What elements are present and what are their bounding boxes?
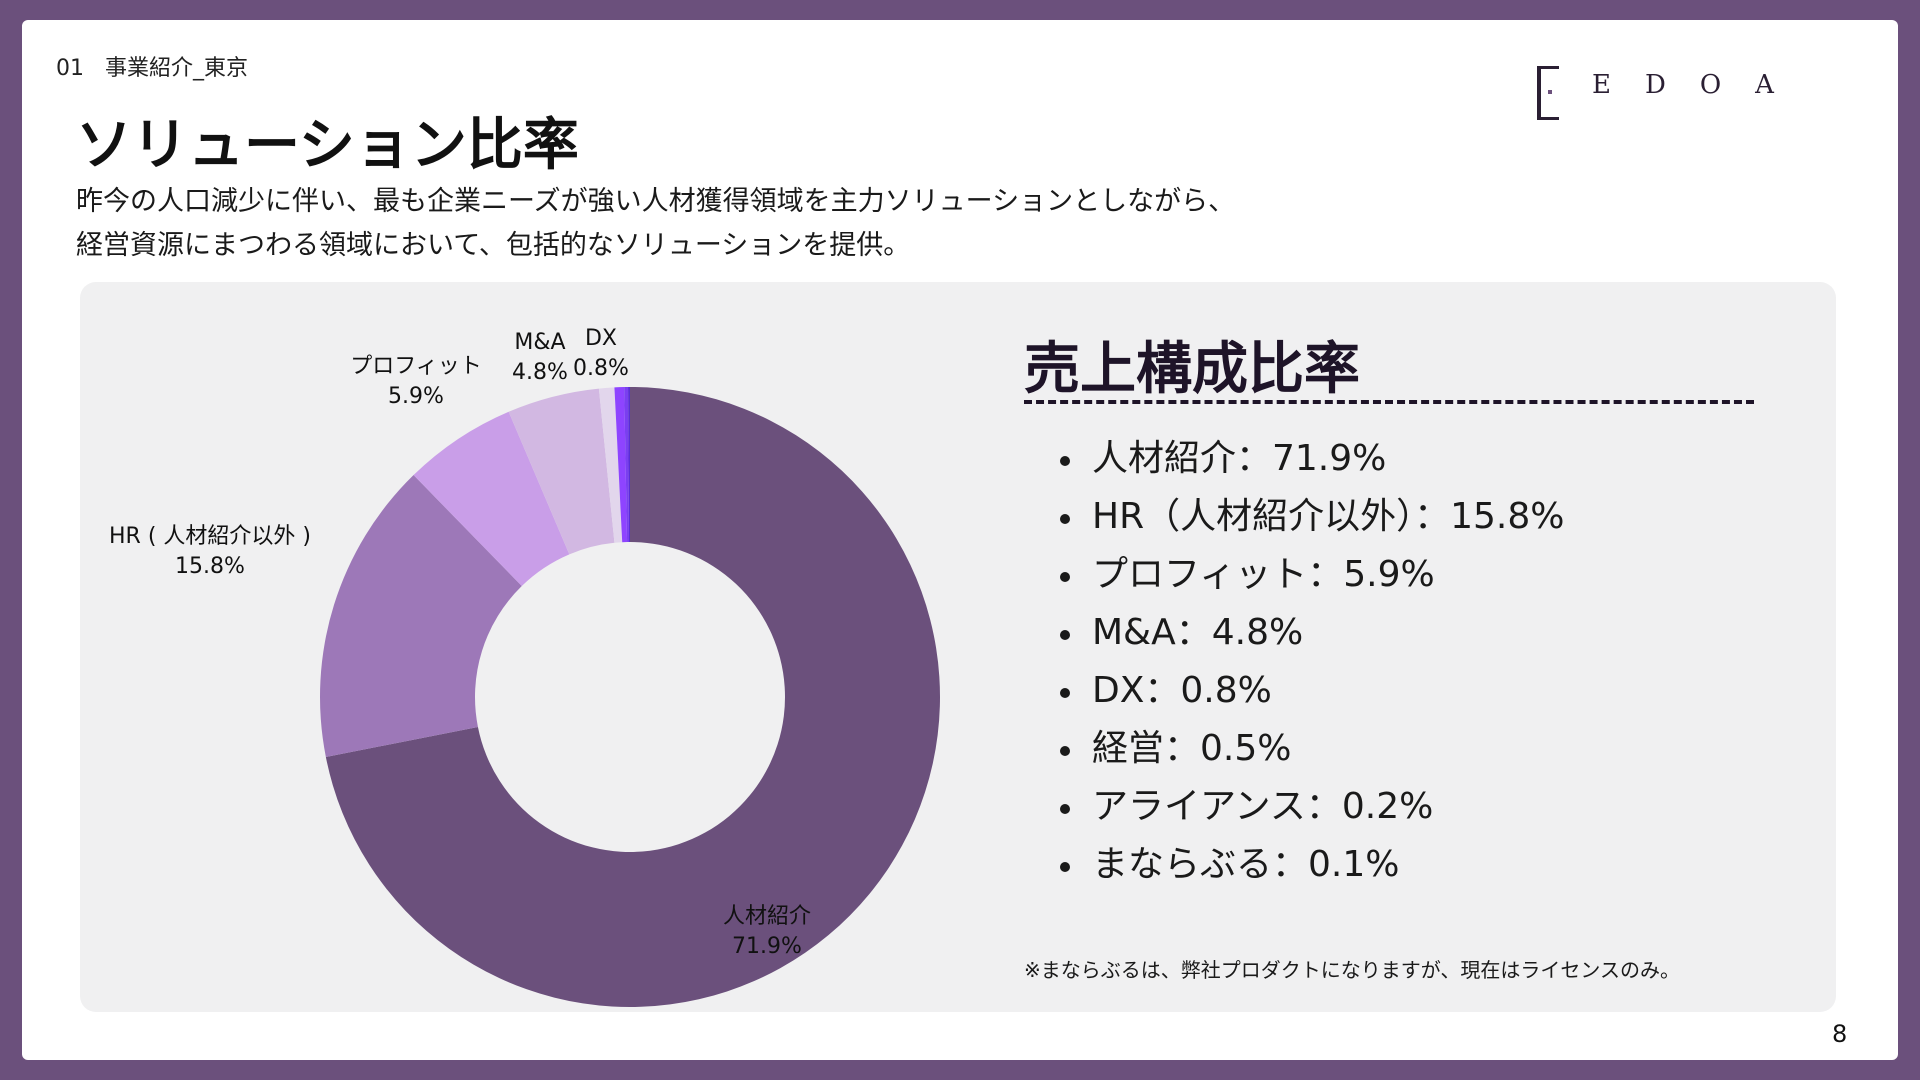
slice-label-dx-value: 0.8% xyxy=(573,356,629,381)
summary-item: DX：0.8% xyxy=(1060,662,1564,720)
slice-label-dx-name: DX xyxy=(584,326,617,351)
donut-slice-5 xyxy=(614,387,628,543)
slice-label-hr: HR ( 人材紹介以外 ) 15.8% xyxy=(109,522,311,582)
donut-slice-1 xyxy=(320,475,522,758)
slice-label-ma-name: M&A xyxy=(514,330,566,355)
donut-slice-0 xyxy=(325,387,940,1007)
slice-label-ma: M&A 4.8% xyxy=(512,328,568,388)
slice-label-dx: DX 0.8% xyxy=(573,324,629,384)
slice-label-jinzai: 人材紹介 71.9% xyxy=(723,902,811,962)
slice-label-ma-value: 4.8% xyxy=(512,360,568,385)
summary-item: HR（人材紹介以外）：15.8% xyxy=(1060,488,1564,546)
donut-slice-4 xyxy=(598,387,623,543)
summary-item: 人材紹介：71.9% xyxy=(1060,430,1564,488)
description-line-2: 経営資源にまつわる領域において、包括的なソリューションを提供。 xyxy=(76,230,911,261)
slice-label-jinzai-name: 人材紹介 xyxy=(722,904,812,929)
section-number: 01 xyxy=(56,56,84,81)
donut-chart xyxy=(320,387,940,1007)
logo-text: EDOA xyxy=(1592,70,1808,100)
content-panel: 人材紹介 71.9% HR ( 人材紹介以外 ) 15.8% プロフィット 5.… xyxy=(80,282,1836,1012)
donut-slice-7 xyxy=(628,387,630,543)
edoa-logo: EDOA xyxy=(1537,66,1837,136)
summary-list: 人材紹介：71.9% HR（人材紹介以外）：15.8% プロフィット：5.9% … xyxy=(1060,430,1564,894)
page-number: 8 xyxy=(1832,1020,1848,1048)
slice-label-hr-name: HR ( 人材紹介以外 ) xyxy=(109,524,311,549)
slice-label-profit-name: プロフィット xyxy=(350,354,482,379)
summary-item: まならぶる：0.1% xyxy=(1060,836,1564,894)
section-name: 事業紹介_東京 xyxy=(104,56,248,81)
summary-title: 売上構成比率 xyxy=(1024,337,1360,402)
slice-label-profit: プロフィット 5.9% xyxy=(350,352,482,412)
summary-item: M&A：4.8% xyxy=(1060,604,1564,662)
donut-slice-3 xyxy=(508,388,615,555)
slide: 01 事業紹介_東京 EDOA ソリューション比率 昨今の人口減少に伴い、最も企… xyxy=(22,20,1898,1060)
donut-slice-6 xyxy=(624,387,630,543)
donut-slice-2 xyxy=(413,411,570,587)
page-title: ソリューション比率 xyxy=(76,113,579,178)
summary-item: 経営：0.5% xyxy=(1060,720,1564,778)
summary-item: アライアンス：0.2% xyxy=(1060,778,1564,836)
summary-title-underline xyxy=(1024,400,1754,404)
description-line-1: 昨今の人口減少に伴い、最も企業ニーズが強い人材獲得領域を主力ソリューションとしな… xyxy=(76,186,1236,217)
slice-label-profit-value: 5.9% xyxy=(388,384,444,409)
page-description: 昨今の人口減少に伴い、最も企業ニーズが強い人材獲得領域を主力ソリューションとしな… xyxy=(76,180,1235,268)
section-label: 01 事業紹介_東京 xyxy=(56,50,248,82)
logo-bracket-icon xyxy=(1537,66,1559,120)
footnote: ※まならぶるは、弊社プロダクトになりますが、現在はライセンスのみ。 xyxy=(1024,958,1680,982)
slice-label-hr-value: 15.8% xyxy=(175,554,245,579)
slice-label-jinzai-value: 71.9% xyxy=(732,934,802,959)
summary-item: プロフィット：5.9% xyxy=(1060,546,1564,604)
